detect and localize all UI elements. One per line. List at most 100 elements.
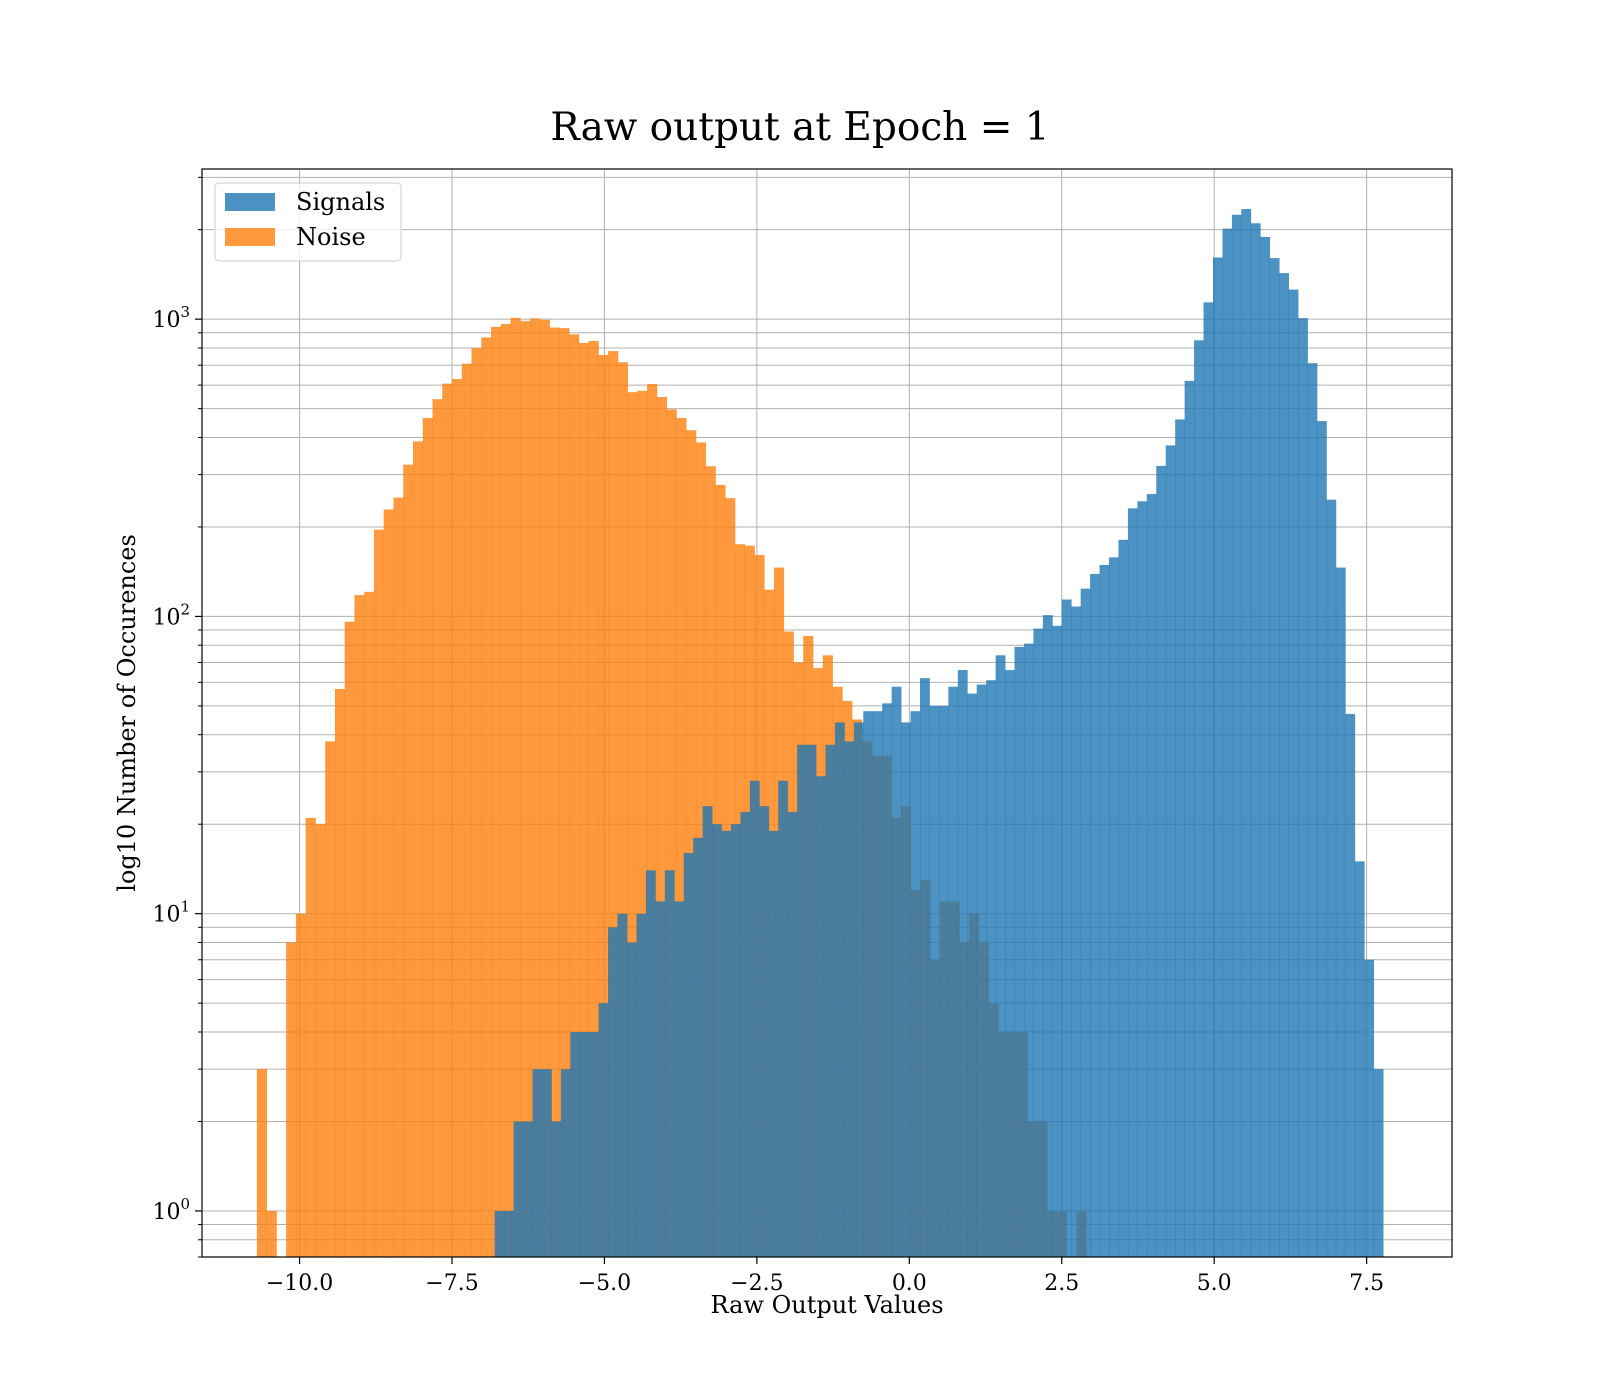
bar-noise	[422, 418, 433, 1257]
bar-signals	[976, 684, 987, 1257]
bar-signals	[1212, 257, 1223, 1257]
bar-signals	[1071, 606, 1082, 1257]
x-tick-label: −7.5	[425, 1271, 478, 1296]
bar-signals	[1250, 223, 1261, 1257]
bar-signals	[1127, 508, 1138, 1257]
legend-swatch-noise	[225, 228, 275, 246]
bar-signals	[702, 806, 713, 1257]
bar-noise	[295, 913, 307, 1257]
bar-signals	[834, 722, 845, 1257]
bar-signals	[721, 830, 732, 1257]
bar-signals	[579, 1031, 590, 1257]
bar-signals	[645, 870, 656, 1257]
bar-signals	[1279, 273, 1289, 1257]
bar-noise	[315, 824, 326, 1257]
bar-signals	[1023, 643, 1034, 1257]
bar-signals	[901, 722, 911, 1257]
bar-noise	[549, 327, 560, 1257]
bar-signals	[929, 705, 940, 1257]
bar-signals	[995, 655, 1006, 1257]
bar-noise	[471, 348, 482, 1257]
bar-signals	[863, 711, 874, 1257]
bar-signals	[494, 1210, 505, 1257]
bar-noise	[510, 317, 521, 1258]
bar-noise	[305, 817, 316, 1257]
histogram-bars	[256, 209, 1384, 1258]
bar-signals	[513, 1121, 524, 1257]
bar-signals	[768, 830, 779, 1257]
x-axis-label: Raw Output Values	[710, 1291, 943, 1319]
legend-label-noise: Noise	[296, 223, 366, 251]
bar-noise	[539, 319, 550, 1257]
bar-signals	[551, 1121, 562, 1257]
bar-signals	[1109, 557, 1119, 1257]
bar-signals	[1260, 236, 1271, 1258]
bar-signals	[986, 680, 996, 1257]
bar-noise	[461, 363, 472, 1257]
bar-noise	[530, 318, 541, 1257]
x-tick-label: −2.5	[730, 1271, 783, 1296]
axis-ticks: −10.0 −7.5 −5.0 −2.5 0.0 2.5 5.0 7.5 100 101 102 10…	[152, 176, 1384, 1296]
bar-noise	[491, 326, 502, 1257]
bar-signals	[759, 806, 770, 1257]
bar-signals	[1364, 959, 1375, 1257]
x-tick-label: 7.5	[1349, 1271, 1384, 1296]
legend-label-signals: Signals	[296, 188, 385, 216]
bar-noise	[354, 595, 365, 1257]
y-tick-label: 102	[152, 600, 190, 630]
bar-noise	[656, 397, 668, 1257]
bar-signals	[504, 1210, 514, 1257]
bar-signals	[825, 744, 836, 1257]
x-tick-label: −10.0	[266, 1271, 333, 1296]
bar-noise	[334, 688, 346, 1257]
bar-signals	[816, 776, 826, 1257]
bar-signals	[1307, 363, 1318, 1258]
bar-noise	[393, 497, 404, 1257]
bar-signals	[957, 670, 968, 1257]
bar-noise	[286, 942, 297, 1257]
bar-signals	[532, 1069, 543, 1257]
bar-signals	[1345, 713, 1356, 1257]
bar-signals	[1165, 445, 1176, 1257]
bar-signals	[1014, 646, 1025, 1257]
bar-signals	[712, 824, 722, 1257]
y-tick-label: 103	[152, 303, 190, 333]
bar-signals	[598, 1003, 609, 1257]
bar-noise	[325, 741, 336, 1257]
y-tick-label: 101	[152, 898, 190, 928]
bar-signals	[1184, 380, 1195, 1257]
bar-noise	[666, 409, 677, 1258]
y-axis-label: log10 Number of Occurences	[113, 534, 141, 892]
bar-signals	[560, 1069, 571, 1257]
bar-noise	[266, 1210, 277, 1257]
bar-noise	[373, 529, 385, 1257]
bar-signals	[1080, 588, 1091, 1257]
bar-signals	[1099, 564, 1110, 1257]
bar-signals	[1373, 1069, 1384, 1257]
bar-signals	[1118, 539, 1129, 1257]
bar-signals	[617, 913, 628, 1257]
bar-signals	[891, 686, 902, 1257]
bar-signals	[938, 705, 949, 1257]
bar-signals	[608, 927, 618, 1257]
bar-signals	[627, 942, 637, 1257]
bar-signals	[778, 780, 789, 1257]
bar-noise	[627, 392, 638, 1258]
bar-signals	[1042, 615, 1053, 1257]
bar-noise	[344, 621, 355, 1257]
bar-noise	[520, 321, 531, 1257]
bar-noise	[364, 591, 375, 1257]
bar-signals	[1061, 599, 1072, 1257]
bar-signals	[1222, 228, 1233, 1258]
bar-noise	[481, 337, 492, 1258]
bar-signals	[787, 811, 798, 1257]
plot-frame	[201, 168, 1453, 1258]
bar-signals	[1005, 670, 1015, 1257]
bar-noise	[617, 362, 629, 1257]
bar-signals	[967, 693, 978, 1257]
bar-noise	[637, 390, 648, 1258]
bar-signals	[1203, 302, 1214, 1257]
bar-noise	[559, 328, 570, 1258]
x-tick-label: 5.0	[1197, 1271, 1232, 1296]
